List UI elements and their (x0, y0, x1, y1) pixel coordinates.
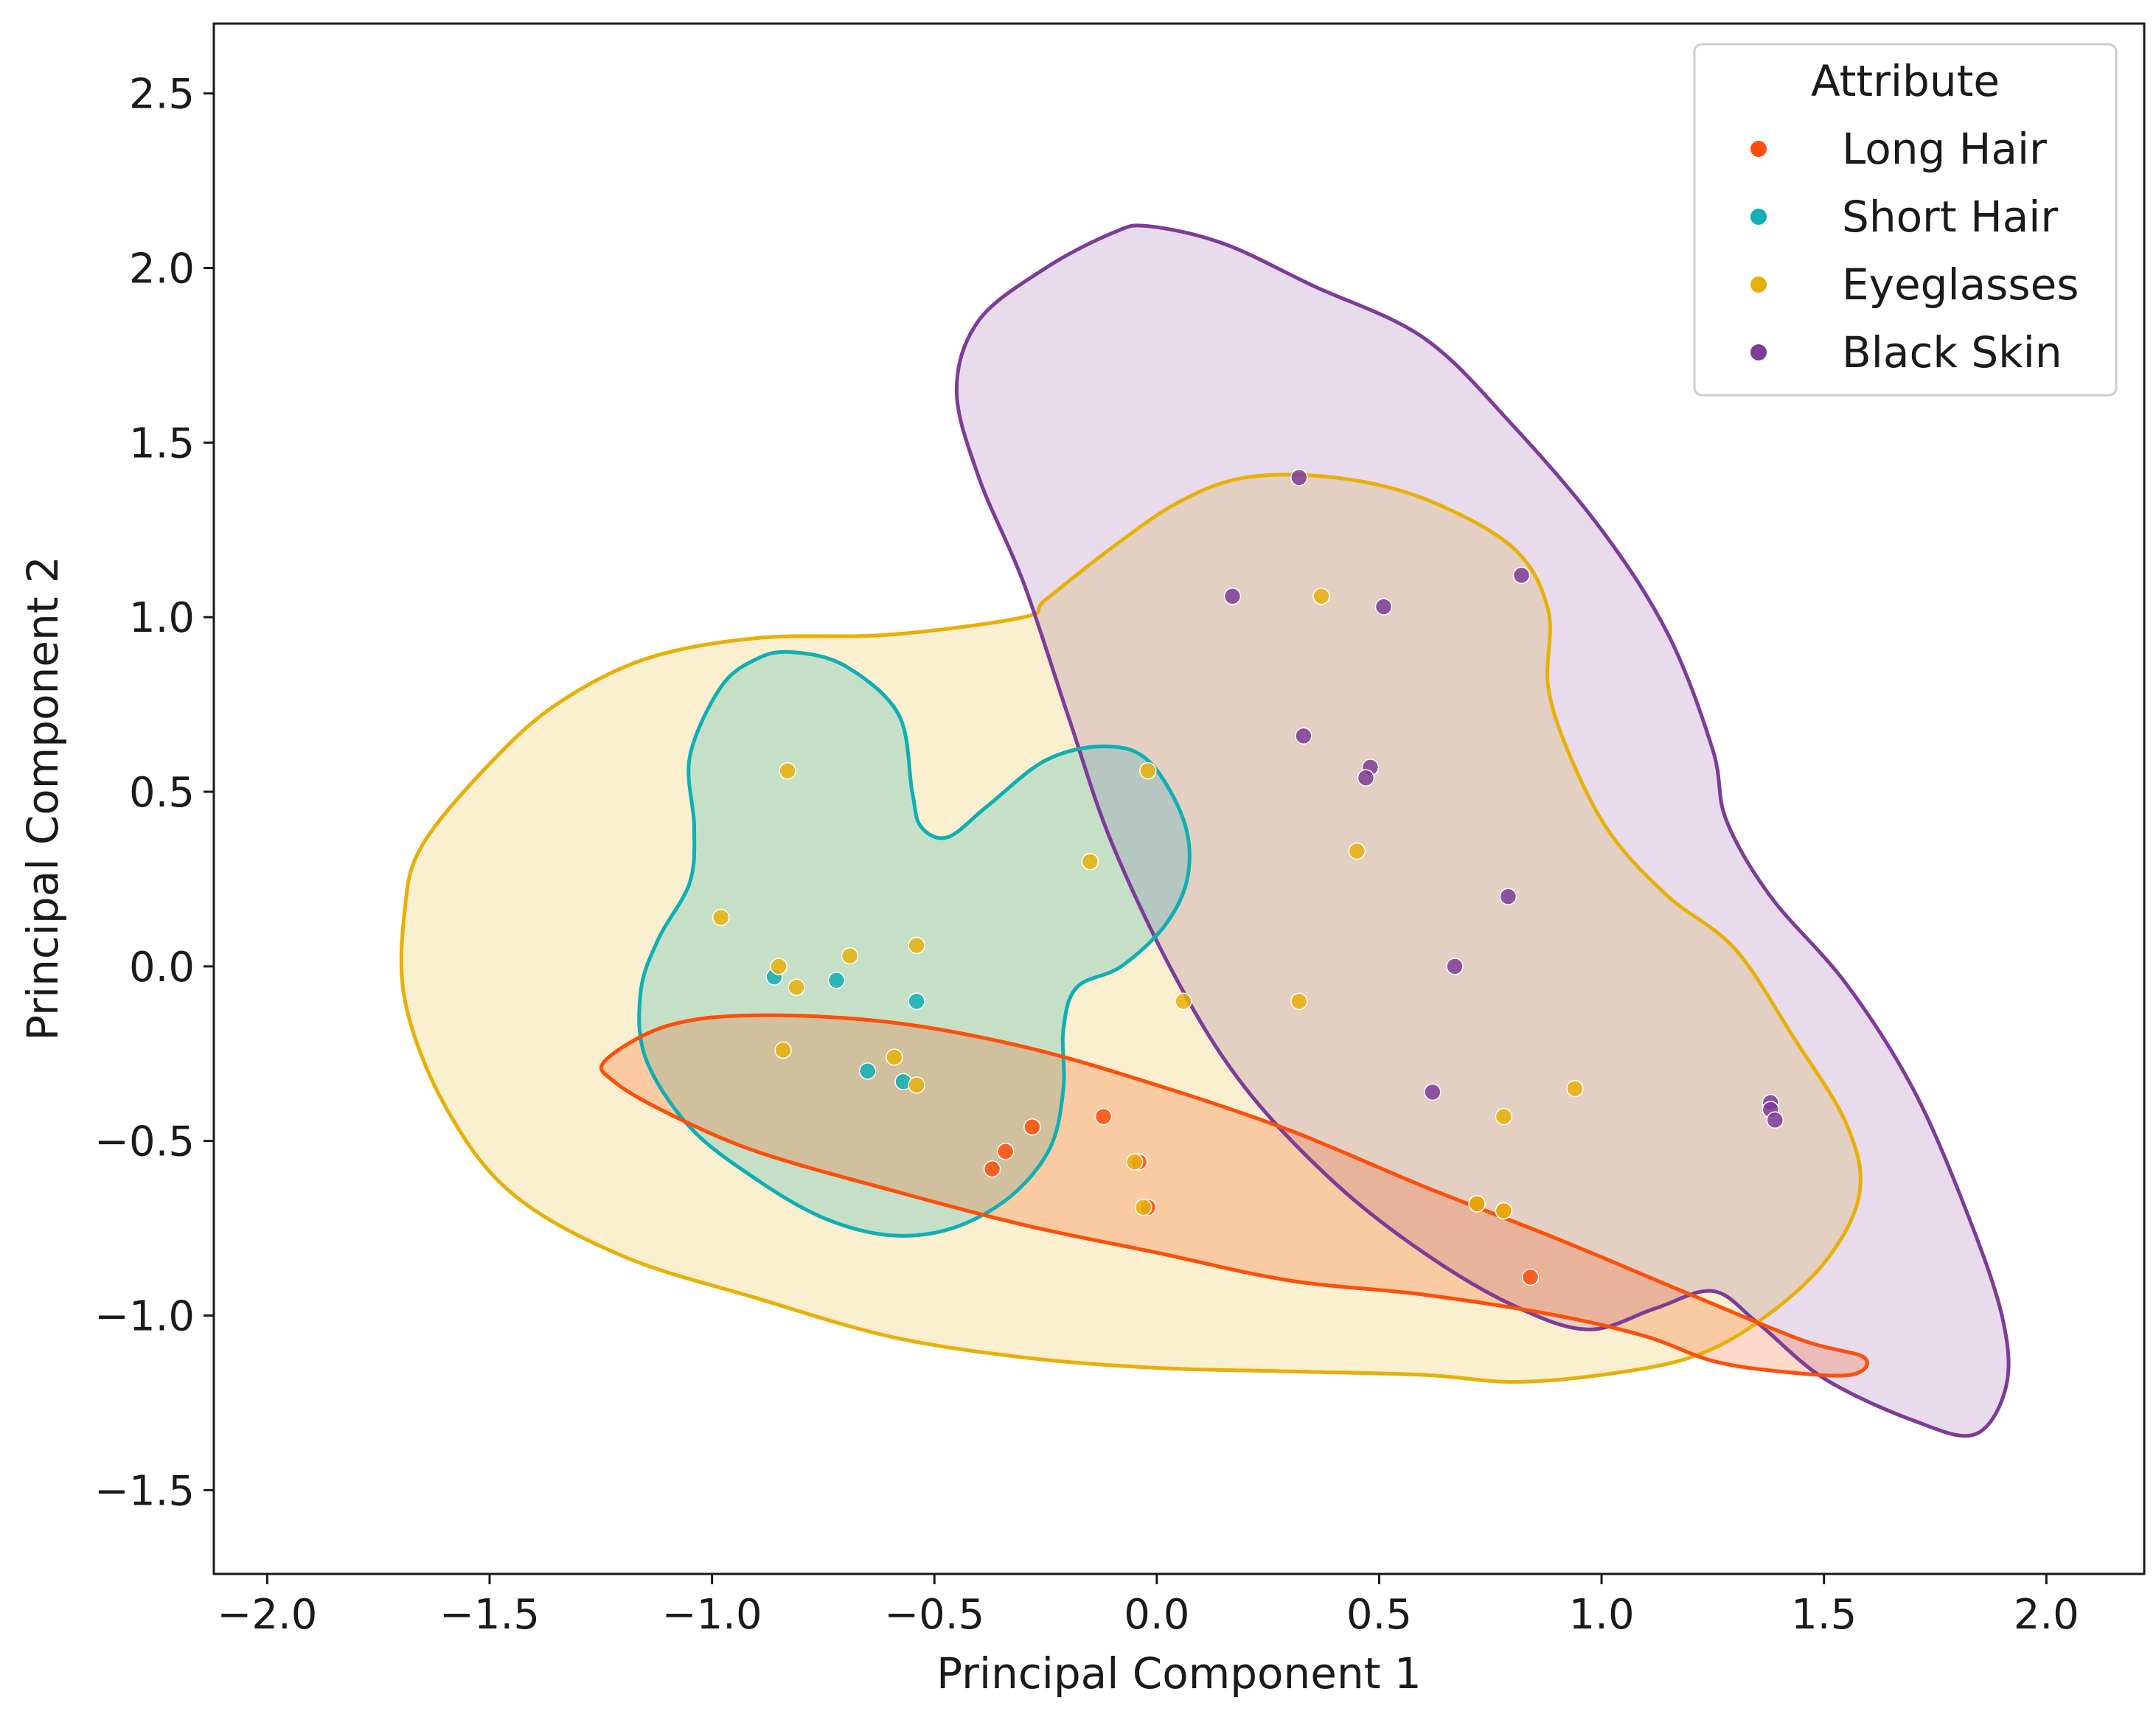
legend-label-eyeglasses: Eyeglasses (1842, 259, 2079, 310)
legend-marker-eyeglasses (1750, 276, 1767, 293)
point-black-skin-1 (1512, 566, 1531, 585)
contour-line-long-hair (599, 1013, 1869, 1378)
point-eyeglasses-18 (1134, 1198, 1152, 1216)
density-contours (399, 223, 2011, 1438)
legend-item-black-skin: Black Skin (1750, 327, 2062, 377)
contour-line-short-hair (637, 649, 1192, 1238)
contour-line-eyeglasses (399, 473, 1863, 1384)
y-tick-label-4: 0.5 (129, 769, 195, 817)
x-tick-label-0: −2.0 (217, 1591, 317, 1639)
contour-fill-black-skin (956, 225, 2009, 1436)
x-tick-label-5: 0.5 (1346, 1591, 1412, 1639)
point-black-skin-4 (1295, 727, 1312, 745)
point-eyeglasses-4 (770, 958, 787, 975)
legend-label-long-hair: Long Hair (1842, 124, 2047, 174)
point-eyeglasses-20 (1495, 1202, 1513, 1220)
plot-frame (212, 22, 2146, 1575)
point-eyeglasses-8 (774, 1041, 792, 1059)
point-black-skin-7 (1499, 888, 1517, 905)
y-axis-ticks: −1.5 −1.0 −0.5 0.0 0.5 1.0 1.5 2.0 2.5 (94, 71, 214, 1515)
point-long-hair-4 (1521, 1268, 1540, 1286)
x-tick-label-8: 2.0 (2014, 1591, 2079, 1639)
x-axis-label: Principal Component 1 (936, 1648, 1422, 1699)
legend-label-short-hair: Short Hair (1842, 192, 2058, 242)
legend-item-long-hair: Long Hair (1750, 124, 2047, 174)
point-long-hair-1 (1023, 1118, 1041, 1136)
legend-marker-black-skin (1750, 344, 1767, 360)
y-tick-label-7: 2.0 (129, 245, 195, 293)
point-black-skin-9 (1424, 1083, 1442, 1101)
point-black-skin-2 (1223, 588, 1242, 605)
legend-marker-long-hair (1750, 141, 1767, 157)
point-black-skin-12 (1766, 1111, 1784, 1129)
point-eyeglasses-0 (779, 762, 796, 780)
x-tick-label-3: −0.5 (884, 1591, 984, 1639)
y-tick-label-5: 1.0 (129, 594, 195, 642)
point-eyeglasses-9 (886, 1048, 903, 1066)
point-eyeglasses-17 (1125, 1153, 1144, 1171)
legend-box (1693, 43, 2118, 397)
y-tick-label-8: 2.5 (129, 71, 195, 119)
point-eyeglasses-7 (787, 978, 805, 997)
point-eyeglasses-16 (1495, 1107, 1513, 1126)
x-tick-label-4: 0.0 (1124, 1591, 1189, 1639)
y-tick-label-6: 1.5 (129, 419, 195, 467)
y-tick-label-1: −1.0 (94, 1293, 195, 1341)
y-axis-label: Principal Component 2 (18, 556, 68, 1041)
point-eyeglasses-1 (1139, 762, 1157, 780)
legend-marker-short-hair (1750, 209, 1767, 225)
x-tick-label-1: −1.5 (439, 1591, 540, 1639)
point-long-hair-2 (996, 1143, 1015, 1160)
legend: Attribute Long Hair Short Hair Eyeglasse… (1693, 43, 2118, 397)
point-black-skin-6 (1357, 769, 1375, 787)
point-eyeglasses-14 (1290, 992, 1308, 1010)
point-eyeglasses-10 (908, 1076, 925, 1094)
point-black-skin-8 (1446, 958, 1464, 975)
contour-line-black-skin (954, 223, 2011, 1438)
point-long-hair-0 (1094, 1107, 1113, 1126)
legend-title: Attribute (1811, 56, 2000, 106)
y-tick-label-2: −0.5 (94, 1118, 195, 1166)
contour-fill-long-hair (601, 1015, 1868, 1376)
y-tick-label-0: −1.5 (94, 1467, 195, 1515)
point-eyeglasses-15 (1566, 1079, 1584, 1098)
legend-item-eyeglasses: Eyeglasses (1750, 259, 2079, 310)
point-eyeglasses-19 (1468, 1195, 1486, 1213)
point-eyeglasses-3 (712, 908, 730, 927)
x-tick-label-7: 1.5 (1791, 1591, 1857, 1639)
point-eyeglasses-6 (908, 936, 925, 955)
point-eyeglasses-12 (1312, 588, 1330, 605)
point-eyeglasses-13 (1348, 842, 1366, 860)
point-eyeglasses-5 (841, 947, 859, 965)
point-eyeglasses-11 (1175, 992, 1192, 1010)
point-short-hair-1 (827, 972, 846, 989)
legend-item-short-hair: Short Hair (1750, 192, 2058, 242)
x-tick-label-6: 1.0 (1569, 1591, 1635, 1639)
scatter-points (712, 468, 1784, 1286)
point-short-hair-3 (858, 1062, 877, 1080)
point-short-hair-2 (908, 992, 925, 1010)
x-tick-label-2: −1.0 (662, 1591, 762, 1639)
point-eyeglasses-2 (1081, 853, 1099, 871)
legend-label-black-skin: Black Skin (1842, 327, 2062, 377)
point-long-hair-3 (983, 1160, 1001, 1178)
point-black-skin-3 (1374, 598, 1393, 616)
point-black-skin-0 (1290, 468, 1308, 487)
y-tick-label-3: 0.0 (129, 944, 195, 992)
x-axis-ticks: −2.0 −1.5 −1.0 −0.5 0.0 0.5 1.0 1.5 2.0 (217, 1574, 2079, 1639)
